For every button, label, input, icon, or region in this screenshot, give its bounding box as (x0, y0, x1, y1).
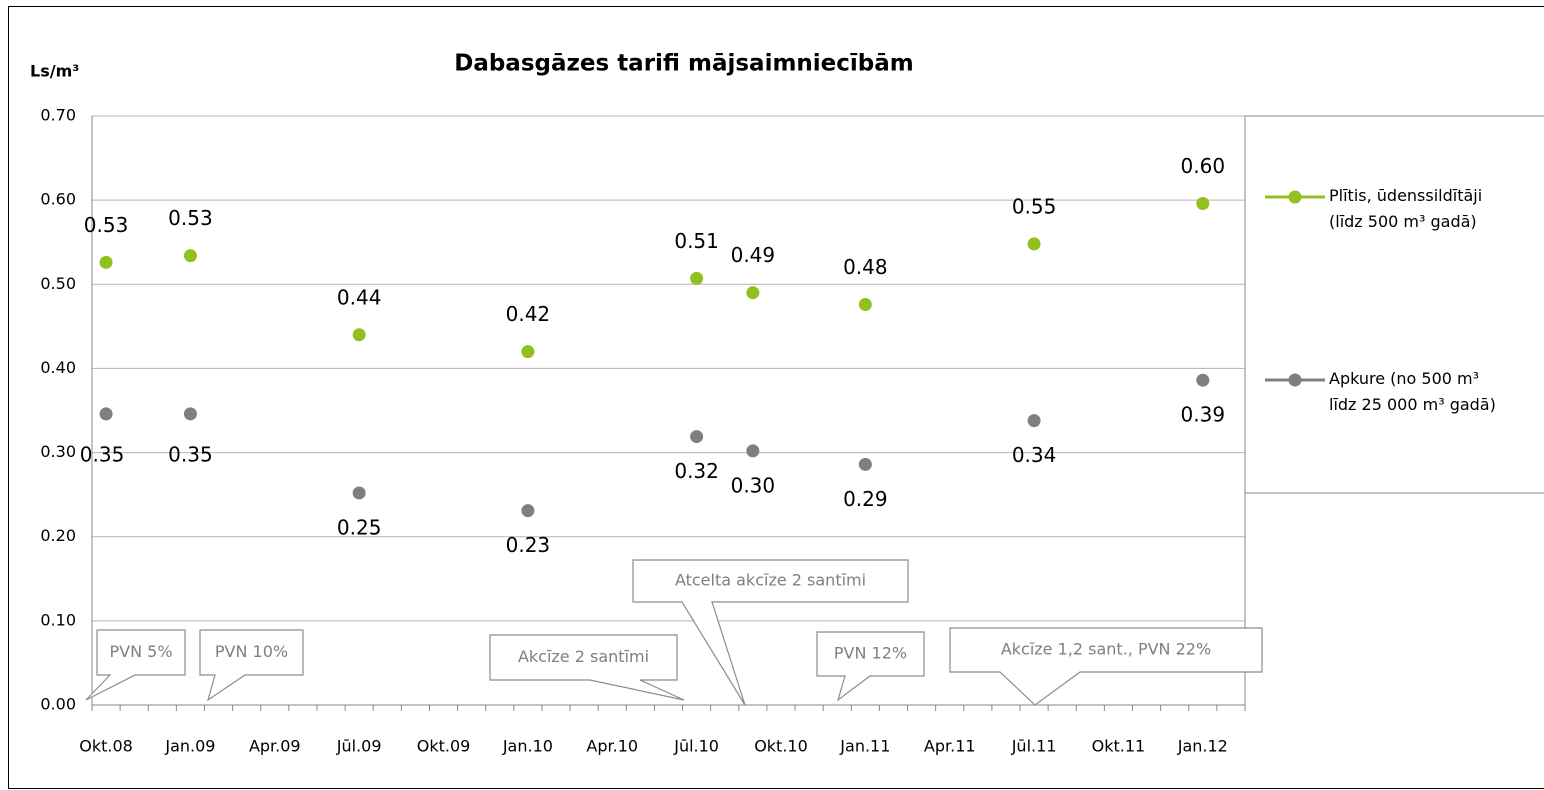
legend-entry: Apkure (no 500 m³ līdz 25 000 m³ gadā) (1329, 369, 1496, 414)
data-point (1196, 373, 1210, 387)
legend-marker (1288, 190, 1302, 204)
x-tick-label: Jan.11 (839, 737, 890, 756)
legend-entry: Plītis, ūdenssildītāji (līdz 500 m³ gadā… (1329, 186, 1483, 231)
annotation: PVN 10% (215, 642, 288, 661)
x-tick-label: Jan.10 (502, 737, 553, 756)
data-point (690, 430, 704, 444)
data-label: 0.48 (843, 255, 888, 279)
y-tick-label: 0.00 (40, 695, 76, 714)
data-point (352, 328, 366, 342)
data-label: 0.32 (674, 459, 719, 483)
annotation: PVN 12% (834, 644, 907, 663)
data-point (99, 407, 113, 421)
data-point (858, 297, 872, 311)
legend-marker (1288, 373, 1302, 387)
annotation: Akcīze 1,2 sant., PVN 22% (1001, 640, 1211, 659)
annotation: PVN 5% (109, 642, 172, 661)
callout (85, 629, 186, 701)
data-label: 0.39 (1181, 403, 1226, 427)
data-label: 0.42 (506, 302, 551, 326)
x-tick-label: Okt.09 (417, 737, 471, 756)
annotation: Atcelta akcīze 2 santīmi (675, 571, 866, 590)
x-tick-label: Apr.09 (249, 737, 301, 756)
y-tick-label: 0.70 (40, 106, 76, 125)
data-point (521, 345, 535, 359)
frame (8, 6, 1544, 789)
data-point (1027, 414, 1041, 428)
x-tick-label: Jan.12 (1177, 737, 1228, 756)
data-point (1027, 237, 1041, 251)
y-tick-label: 0.10 (40, 610, 76, 629)
data-label: 0.49 (731, 243, 776, 267)
data-point (183, 249, 197, 263)
x-tick-label: Jūl.09 (336, 737, 382, 756)
x-tick-label: Jūl.11 (1011, 737, 1057, 756)
data-point (99, 255, 113, 269)
y-tick-label: 0.20 (40, 526, 76, 545)
data-label: 0.23 (506, 533, 551, 557)
x-tick-label: Apr.10 (586, 737, 638, 756)
y-tick-label: 0.60 (40, 190, 76, 209)
data-point (352, 486, 366, 500)
y-tick-label: 0.50 (40, 274, 76, 293)
callout (199, 629, 304, 702)
data-point (746, 444, 760, 458)
y-axis-label: Ls/m³ (30, 62, 79, 81)
x-tick-label: Jūl.10 (673, 737, 719, 756)
callout (816, 631, 925, 702)
y-tick-label: 0.40 (40, 358, 76, 377)
chart-title: Dabasgāzes tarifi mājsaimniecībām (454, 51, 914, 77)
data-label: 0.44 (337, 285, 382, 309)
data-label: 0.30 (731, 473, 776, 497)
data-label: 0.60 (1181, 154, 1226, 178)
x-tick-label: Okt.11 (1092, 737, 1146, 756)
callout (949, 627, 1263, 706)
data-point (690, 271, 704, 285)
data-label: 0.53 (168, 206, 213, 230)
data-label: 0.29 (843, 487, 888, 511)
data-label: 0.35 (168, 442, 213, 466)
data-label: 0.35 (80, 442, 125, 466)
data-point (746, 286, 760, 300)
data-point (858, 457, 872, 471)
data-point (521, 504, 535, 518)
data-point (1196, 197, 1210, 211)
x-tick-label: Apr.11 (924, 737, 976, 756)
callout (489, 634, 685, 701)
x-tick-label: Okt.10 (754, 737, 808, 756)
data-label: 0.25 (337, 515, 382, 539)
data-label: 0.55 (1012, 194, 1057, 218)
annotation: Akcīze 2 santīmi (518, 647, 649, 666)
callout (632, 559, 909, 706)
data-label: 0.34 (1012, 443, 1057, 467)
data-label: 0.51 (674, 229, 719, 253)
y-tick-label: 0.30 (40, 442, 76, 461)
data-label: 0.53 (84, 213, 129, 237)
data-point (183, 407, 197, 421)
x-tick-label: Okt.08 (79, 737, 133, 756)
x-tick-label: Jan.09 (164, 737, 215, 756)
